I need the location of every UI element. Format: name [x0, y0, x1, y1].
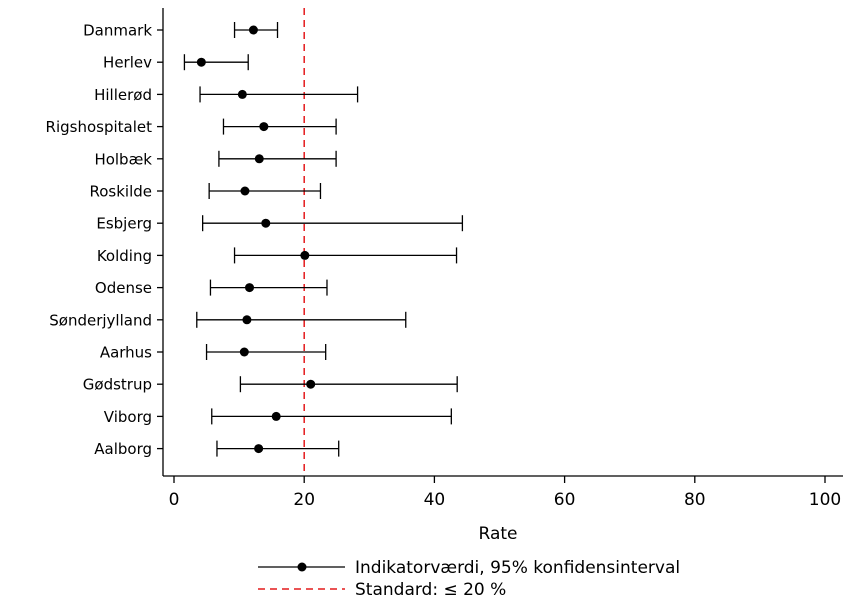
- category-label: Aalborg: [94, 440, 152, 458]
- category-label: Holbæk: [94, 150, 152, 168]
- point-estimate-marker: [242, 315, 252, 325]
- axes: [162, 8, 843, 477]
- x-tick-label: 40: [424, 490, 446, 510]
- category-label: Odense: [95, 279, 152, 297]
- category-label: Kolding: [97, 247, 152, 265]
- point-estimate-marker: [261, 218, 271, 228]
- legend: Indikatorværdi, 95% konfidensinterval St…: [258, 558, 680, 600]
- point-estimate-marker: [300, 250, 310, 260]
- point-estimate-marker: [240, 186, 250, 196]
- x-ticks: 0 20 40 60 80 100: [169, 476, 841, 510]
- legend-series-marker: [297, 562, 307, 572]
- point-estimate-marker: [248, 25, 258, 35]
- category-label: Hillerød: [94, 86, 152, 104]
- data-marks: [183, 22, 464, 457]
- point-estimate-marker: [259, 122, 269, 132]
- x-tick-label: 100: [809, 490, 841, 510]
- category-label: Viborg: [104, 408, 152, 426]
- point-estimate-marker: [271, 411, 281, 421]
- x-tick-label: 0: [169, 490, 180, 510]
- point-estimate-marker: [196, 57, 206, 67]
- x-axis-label: Rate: [479, 524, 518, 544]
- category-label: Roskilde: [89, 183, 152, 201]
- point-estimate-marker: [237, 89, 247, 99]
- x-tick-label: 20: [293, 490, 315, 510]
- category-label: Esbjerg: [96, 215, 152, 233]
- y-ticks: Danmark Herlev Hillerød Rigshospitalet Holbæ…: [46, 22, 163, 458]
- legend-standard-label: Standard: ≤ 20 %: [355, 580, 506, 600]
- category-label: Aarhus: [100, 344, 152, 362]
- point-estimate-marker: [245, 283, 255, 293]
- point-estimate-marker: [254, 444, 264, 454]
- category-label: Rigshospitalet: [46, 118, 153, 136]
- category-label: Sønderjylland: [49, 311, 152, 329]
- legend-series-label: Indikatorværdi, 95% konfidensinterval: [355, 558, 680, 578]
- point-estimate-marker: [239, 347, 249, 357]
- x-tick-label: 60: [554, 490, 576, 510]
- point-estimate-marker: [306, 379, 316, 389]
- category-label: Herlev: [103, 54, 152, 72]
- category-label: Gødstrup: [83, 376, 152, 394]
- point-estimate-marker: [254, 154, 264, 164]
- x-tick-label: 80: [684, 490, 706, 510]
- category-label: Danmark: [83, 22, 152, 40]
